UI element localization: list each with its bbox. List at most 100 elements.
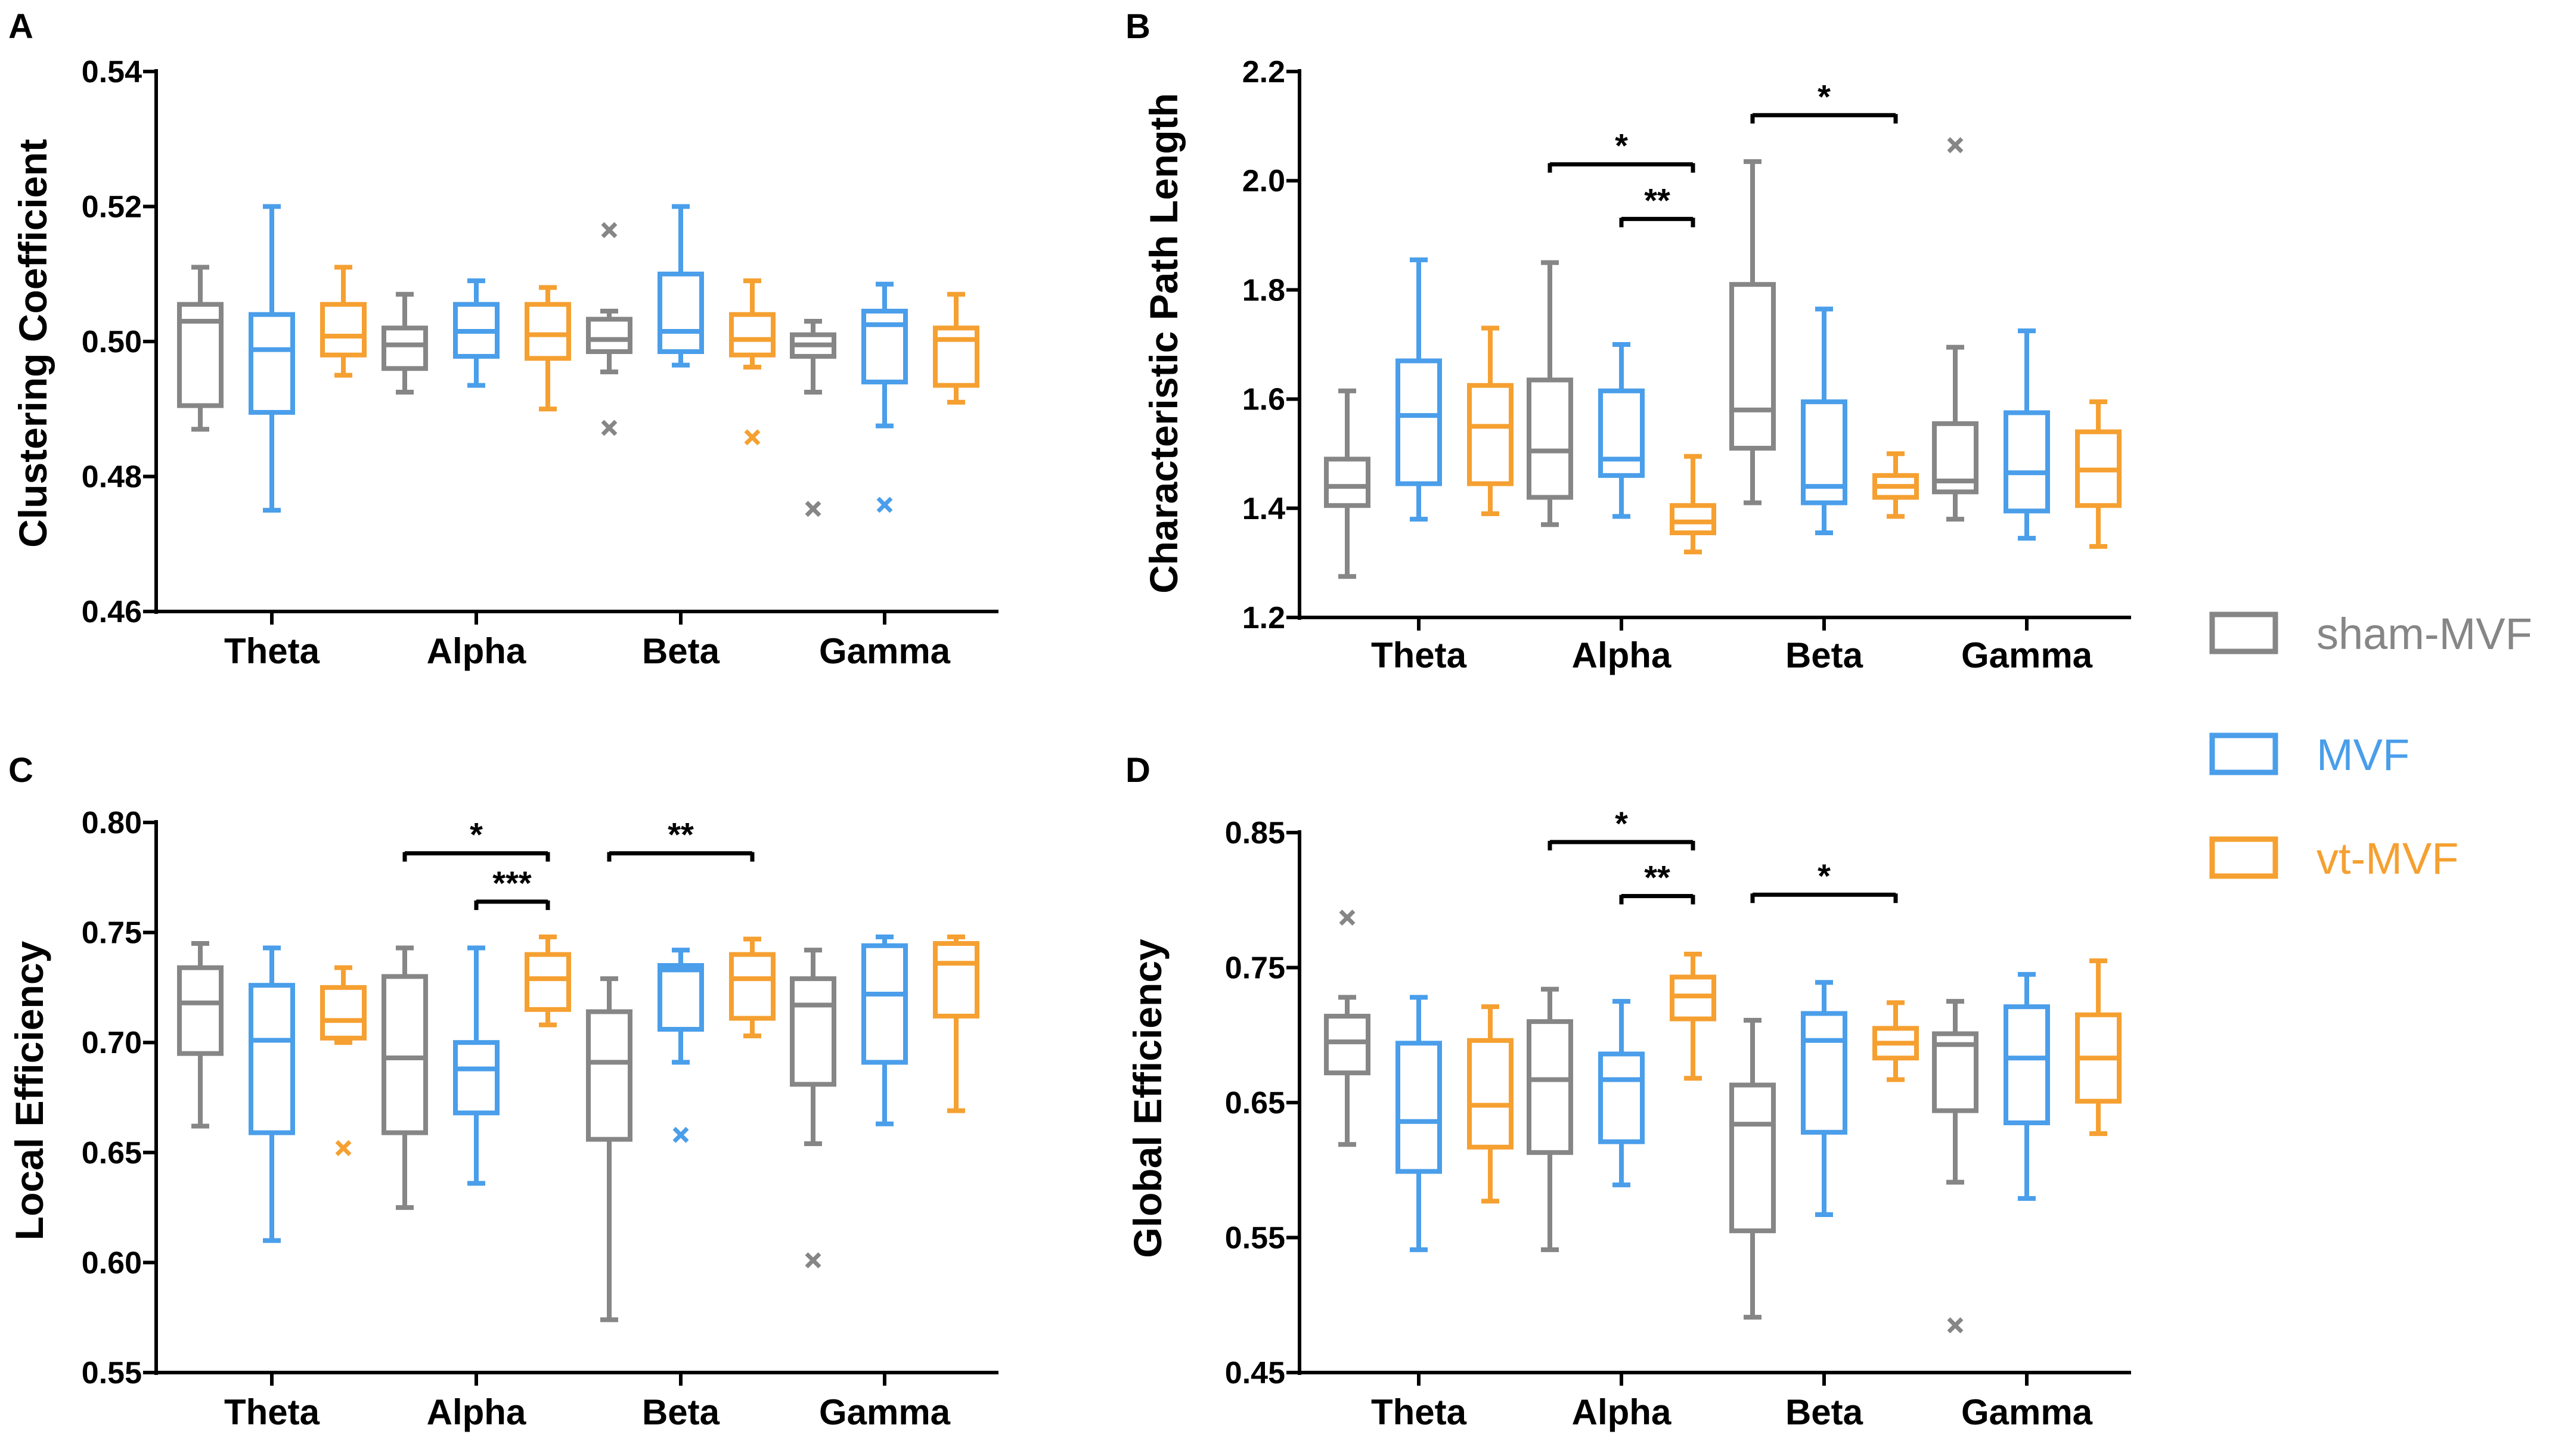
box-iqr [933,325,979,388]
y-tick-label: 0.52 [82,190,142,225]
y-tick-label: 0.46 [82,595,142,629]
outlier-stroke [601,420,618,436]
outlier-stroke [1339,909,1356,926]
outlier-stroke [876,496,893,513]
outlier-stroke [1947,1317,1964,1334]
y-tick-label: 0.50 [82,325,142,359]
box-iqr [586,316,632,354]
x-tick-label: Gamma [819,1392,951,1432]
significance-stars: ** [668,816,694,853]
panel-letter: B [1125,7,1150,46]
x-tick-label: Theta [224,1392,320,1432]
box-iqr [249,312,295,415]
box-iqr [2004,410,2050,514]
y-tick-label: 0.65 [1225,1086,1285,1120]
box-iqr [525,952,571,1012]
significance-bracket: * [1547,805,1695,850]
outlier-marker [805,1252,821,1269]
panel-c: C Local Efficiency 0.550.600.650.700.750… [7,751,998,1432]
box-iqr [177,965,224,1056]
significance-bracket: *** [474,864,550,910]
y-tick-label: 0.75 [82,916,142,951]
outlier-stroke [1947,137,1964,154]
significance-bracket: * [1547,127,1695,173]
significance-stars: *** [492,864,532,902]
x-tick-label: Theta [224,631,320,671]
outlier-marker [744,429,761,446]
significance-stars: * [470,816,483,853]
box-iqr [320,985,367,1041]
y-axis-label: Local Efficiency [7,940,51,1240]
box-iqr [249,983,295,1135]
plot-area: 0.55 0.60 0.65 0.70 0.75 0.80 Theta Alpha Beta Ga… [82,806,998,1432]
significance-bracket: ** [1619,858,1695,905]
box-iqr [453,1040,500,1116]
x-tick-label: Alpha [427,1392,526,1432]
plot-area: 0.46 0.48 0.50 0.52 0.54 Theta Alpha Beta Gamma [82,55,998,671]
y-tick-label: 0.54 [82,55,142,89]
legend-swatch [2209,732,2278,775]
y-tick-label: 2.2 [1242,55,1285,89]
x-tick-label: Theta [1371,1392,1467,1432]
box-iqr [790,976,836,1087]
y-tick-label: 0.55 [1225,1221,1285,1256]
box-iqr [1670,503,1716,536]
panel-a: A Clustering Coefficient 0.46 0.48 0.50 0.5… [8,7,998,671]
box-iqr [729,952,776,1021]
box-iqr [861,309,908,384]
box-iqr [320,302,367,358]
box-iqr [1467,1038,1514,1150]
box-iqr [382,974,428,1135]
box-iqr [1324,1014,1370,1076]
outlier-stroke [672,1126,689,1143]
outlier-marker [672,1126,689,1143]
legend-item-sham-mvf: sham-MVF [2209,609,2532,659]
legend: sham-MVF MVF vt-MVF [2209,609,2532,883]
x-tick-label: Gamma [1961,1392,2093,1432]
significance-bracket: ** [607,816,755,862]
box-iqr [1729,282,1776,451]
x-tick-label: Alpha [427,631,526,671]
significance-stars: * [1818,857,1831,895]
outlier-stroke [805,501,821,517]
box-iqr [382,325,428,371]
x-tick-label: Beta [642,1392,720,1432]
y-tick-label: 0.80 [82,806,142,840]
y-axis-label: Characteristic Path Length [1142,93,1186,594]
box-iqr [1467,383,1514,486]
significance-stars: * [1818,77,1831,115]
y-tick-label: 0.48 [82,460,142,495]
legend-item-mvf: MVF [2209,730,2409,780]
y-tick-label: 0.60 [82,1246,142,1280]
significance-bracket: * [1750,857,1898,904]
y-tick-label: 0.85 [1225,816,1285,850]
box-iqr [861,943,908,1065]
x-tick-label: Alpha [1572,635,1671,675]
y-tick-label: 1.2 [1242,601,1285,635]
outlier-stroke [601,222,618,238]
significance-bracket: * [1750,77,1898,124]
panel-letter: A [8,7,33,46]
legend-swatch [2209,836,2278,879]
box-iqr [658,271,704,354]
significance-bracket: * [402,816,550,862]
box-iqr [1395,358,1442,486]
outlier-marker [601,420,618,436]
y-axis-label: Clustering Coefficient [11,139,55,548]
box-iqr [729,312,776,358]
legend-label: vt-MVF [2316,834,2458,883]
box-iqr [1598,388,1645,478]
legend-label: sham-MVF [2316,609,2532,659]
outlier-marker [1339,909,1356,926]
significance-stars: * [1615,127,1628,164]
significance-stars: ** [1644,181,1670,219]
box-iqr [1395,1041,1442,1174]
outlier-marker [1947,137,1964,154]
outlier-marker [601,222,618,238]
x-tick-label: Beta [1785,1392,1863,1432]
y-tick-label: 0.45 [1225,1356,1285,1390]
y-axis-label: Global Efficiency [1125,939,1170,1258]
box-iqr [586,1009,632,1142]
